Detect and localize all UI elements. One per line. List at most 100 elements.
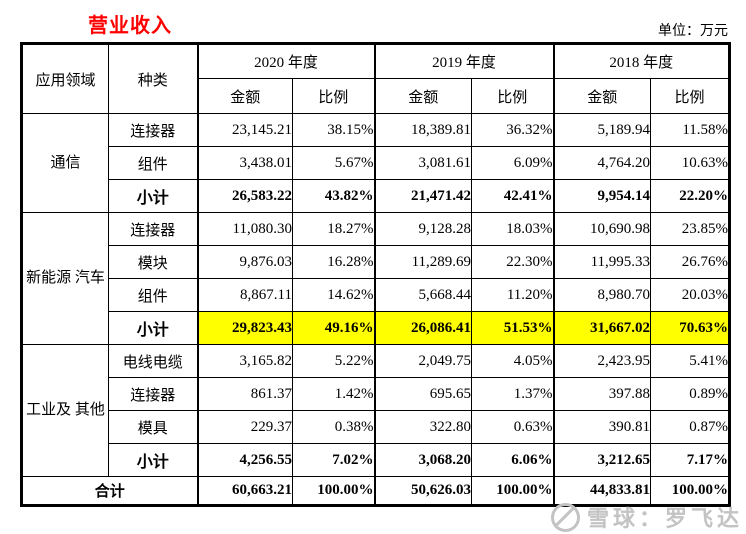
amount-cell-highlighted: 29,823.43 <box>196 311 293 345</box>
amount-cell: 21,471.42 <box>373 179 473 213</box>
table-row: 新能源 汽车 连接器 11,080.30 18.27% 9,128.28 18.… <box>21 212 731 345</box>
ratio-cell: 0.38% <box>291 410 376 444</box>
ratio-cell: 14.62% <box>291 278 376 312</box>
ratio-cell: 38.15% <box>291 113 376 147</box>
group-cell-communication: 通信 <box>21 113 109 213</box>
ratio-cell: 6.09% <box>471 146 555 180</box>
col-header-amount-2019: 金额 <box>373 78 473 114</box>
ratio-cell: 11.58% <box>650 113 731 147</box>
ratio-cell: 22.20% <box>650 179 731 213</box>
ratio-cell: 18.03% <box>471 212 555 246</box>
ratio-cell: 43.82% <box>291 179 376 213</box>
ratio-cell: 5.22% <box>291 344 376 378</box>
ratio-cell-highlighted: 70.63% <box>650 311 731 345</box>
ratio-cell: 42.41% <box>471 179 555 213</box>
col-header-year-2020: 2020 年度 <box>196 43 376 79</box>
category-cell: 模具 <box>108 410 198 444</box>
subtotal-row: 小计 4,256.55 7.02% 3,068.20 6.06% 3,212.6… <box>22 443 731 477</box>
amount-cell: 11,080.30 <box>196 212 293 246</box>
col-header-amount-2018: 金额 <box>552 78 652 114</box>
ratio-cell: 7.17% <box>650 443 731 477</box>
ratio-cell: 22.30% <box>471 245 555 279</box>
amount-cell: 23,145.21 <box>196 113 293 147</box>
amount-cell: 60,663.21 <box>196 476 293 506</box>
total-row: 合计 60,663.21 100.00% 50,626.03 100.00% 4… <box>21 476 731 506</box>
ratio-cell: 5.67% <box>291 146 376 180</box>
amount-cell-highlighted: 26,086.41 <box>373 311 473 345</box>
subtotal-row: 小计 26,583.22 43.82% 21,471.42 42.41% 9,9… <box>22 179 731 213</box>
col-header-amount-2020: 金额 <box>196 78 293 114</box>
col-header-year-2019: 2019 年度 <box>373 43 555 79</box>
amount-cell: 3,165.82 <box>196 344 293 378</box>
header-row-years: 应用领域 种类 2020 年度 2019 年度 2018 年度 <box>21 43 731 114</box>
ratio-cell-highlighted: 51.53% <box>471 311 555 345</box>
col-header-ratio-2020: 比例 <box>291 78 376 114</box>
amount-cell: 18,389.81 <box>373 113 473 147</box>
table-row: 工业及 其他 电线电缆 3,165.82 5.22% 2,049.75 4.05… <box>21 344 731 477</box>
group-cell-industrial-other: 工业及 其他 <box>21 344 109 477</box>
ratio-cell: 11.20% <box>471 278 555 312</box>
subtotal-label: 小计 <box>108 311 198 345</box>
category-cell: 连接器 <box>108 377 198 411</box>
col-header-category: 种类 <box>108 43 198 114</box>
group-cell-new-energy-vehicle: 新能源 汽车 <box>21 212 109 345</box>
amount-cell: 11,995.33 <box>552 245 652 279</box>
subtotal-label: 小计 <box>108 179 198 213</box>
ratio-cell: 1.42% <box>291 377 376 411</box>
ratio-cell: 36.32% <box>471 113 555 147</box>
amount-cell: 861.37 <box>196 377 293 411</box>
col-header-application-field: 应用领域 <box>21 43 109 114</box>
amount-cell: 8,867.11 <box>196 278 293 312</box>
ratio-cell: 0.63% <box>471 410 555 444</box>
ratio-cell: 0.87% <box>650 410 731 444</box>
amount-cell: 4,256.55 <box>196 443 293 477</box>
ratio-cell: 6.06% <box>471 443 555 477</box>
table-row: 组件 8,867.11 14.62% 5,668.44 11.20% 8,980… <box>22 278 731 312</box>
category-cell: 连接器 <box>108 113 198 147</box>
category-cell: 连接器 <box>108 212 198 246</box>
amount-cell: 9,876.03 <box>196 245 293 279</box>
amount-cell: 5,668.44 <box>373 278 473 312</box>
total-label: 合计 <box>21 476 198 506</box>
col-header-year-2018: 2018 年度 <box>552 43 731 79</box>
amount-cell: 2,049.75 <box>373 344 473 378</box>
table-row: 模具 229.37 0.38% 322.80 0.63% 390.81 0.87… <box>22 410 731 444</box>
watermark: 雪球：罗飞达 <box>550 501 743 533</box>
table-row: 通信 连接器 23,145.21 38.15% 18,389.81 36.32%… <box>21 113 731 213</box>
amount-cell: 3,068.20 <box>373 443 473 477</box>
ratio-cell-highlighted: 49.16% <box>291 311 376 345</box>
amount-cell: 695.65 <box>373 377 473 411</box>
ratio-cell: 20.03% <box>650 278 731 312</box>
amount-cell: 8,980.70 <box>552 278 652 312</box>
category-cell: 组件 <box>108 278 198 312</box>
revenue-table: 应用领域 种类 2020 年度 2019 年度 2018 年度 金额 比例 金额… <box>20 42 732 507</box>
ratio-cell: 100.00% <box>650 476 731 506</box>
amount-cell: 4,764.20 <box>552 146 652 180</box>
ratio-cell: 4.05% <box>471 344 555 378</box>
amount-cell: 322.80 <box>373 410 473 444</box>
table-row: 模块 9,876.03 16.28% 11,289.69 22.30% 11,9… <box>22 245 731 279</box>
amount-cell: 2,423.95 <box>552 344 652 378</box>
ratio-cell: 5.41% <box>650 344 731 378</box>
amount-cell: 390.81 <box>552 410 652 444</box>
ratio-cell: 16.28% <box>291 245 376 279</box>
amount-cell: 10,690.98 <box>552 212 652 246</box>
amount-cell: 26,583.22 <box>196 179 293 213</box>
amount-cell: 3,212.65 <box>552 443 652 477</box>
ratio-cell: 10.63% <box>650 146 731 180</box>
ratio-cell: 100.00% <box>471 476 555 506</box>
amount-cell: 397.88 <box>552 377 652 411</box>
ratio-cell: 23.85% <box>650 212 731 246</box>
amount-cell: 3,081.61 <box>373 146 473 180</box>
ratio-cell: 100.00% <box>291 476 376 506</box>
watermark-text: 雪球：罗飞达 <box>586 507 743 532</box>
table-row: 连接器 861.37 1.42% 695.65 1.37% 397.88 0.8… <box>22 377 731 411</box>
col-header-ratio-2018: 比例 <box>650 78 731 114</box>
amount-cell: 11,289.69 <box>373 245 473 279</box>
amount-cell: 50,626.03 <box>373 476 473 506</box>
category-cell: 电线电缆 <box>108 344 198 378</box>
category-cell: 模块 <box>108 245 198 279</box>
ratio-cell: 18.27% <box>291 212 376 246</box>
ratio-cell: 26.76% <box>650 245 731 279</box>
